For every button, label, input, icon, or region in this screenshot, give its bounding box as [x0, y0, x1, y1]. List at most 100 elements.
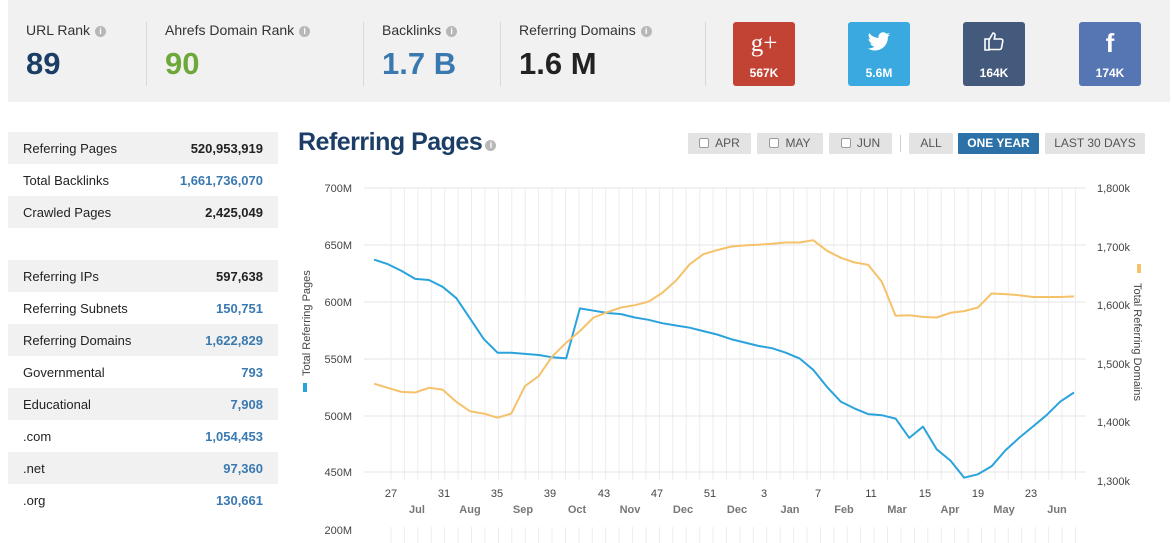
checkbox-icon[interactable]: [769, 138, 780, 148]
stats-row: Referring IPs 597,638: [8, 260, 278, 292]
twitter-button[interactable]: 5.6M: [848, 22, 910, 86]
stats-label: Referring Pages: [23, 141, 117, 156]
stats-row: .com 1,054,453: [8, 420, 278, 452]
series-marker: [1137, 264, 1141, 273]
thumbs-up-icon: [963, 28, 1025, 59]
stats-value[interactable]: 793: [241, 365, 263, 380]
y2-tick-label: 1,400k: [1097, 417, 1131, 429]
stats-value[interactable]: 150,751: [216, 301, 263, 316]
share-count: 174K: [1095, 66, 1125, 80]
divider: [363, 22, 364, 86]
y-tick-label: 600M: [324, 297, 352, 309]
stats-row: Educational 7,908: [8, 388, 278, 420]
x-month-label: Apr: [941, 504, 961, 516]
x-month-label: Mar: [887, 504, 907, 516]
x-tick-label: 27: [385, 488, 397, 500]
y-tick-label: 650M: [324, 240, 352, 252]
y-axis-title: Total Referring Pages: [301, 270, 313, 376]
stats-value[interactable]: 97,360: [223, 461, 263, 476]
checkbox-icon[interactable]: [840, 138, 851, 148]
x-month-label: Feb: [834, 504, 854, 516]
metric-label: Referring Domains i: [519, 22, 652, 38]
info-icon[interactable]: i: [446, 26, 458, 37]
stats-label: Governmental: [23, 365, 105, 380]
y-tick-label: 450M: [324, 467, 352, 479]
x-tick-label: 3: [761, 488, 767, 500]
metric-value: 89: [26, 46, 61, 81]
info-icon[interactable]: i: [299, 26, 311, 37]
x-month-label: Jun: [1047, 504, 1067, 516]
stats-label: Referring Domains: [23, 333, 132, 348]
stats-label: Total Backlinks: [23, 173, 109, 188]
stats-label: .net: [23, 461, 45, 476]
checkbox-apr[interactable]: APR: [688, 133, 751, 154]
x-month-label: Oct: [568, 504, 587, 516]
share-count: 5.6M: [865, 66, 893, 80]
x-month-label: Dec: [673, 504, 693, 516]
stats-row-spacer: [8, 228, 278, 260]
range-all-button[interactable]: ALL: [909, 133, 953, 154]
divider: [705, 22, 706, 86]
like-button[interactable]: 164K: [963, 22, 1025, 86]
stats-label: .org: [23, 493, 46, 508]
y-tick-label: 200M: [324, 525, 352, 537]
stats-value[interactable]: 1,661,736,070: [179, 173, 263, 188]
x-month-label: Sep: [513, 504, 533, 516]
y2-axis-title: Total Referring Domains: [1131, 283, 1143, 401]
stats-row: Referring Domains 1,622,829: [8, 324, 278, 356]
checkbox-may[interactable]: MAY: [757, 133, 823, 154]
y-tick-label: 500M: [324, 411, 352, 423]
axis-labels: Total Referring Pages Total Referring Dom…: [301, 264, 1143, 401]
google-plus-button[interactable]: g+ 567K: [733, 22, 795, 86]
x-month-label: Nov: [620, 504, 642, 516]
y-axis-ticks: 700M 650M 600M 550M 500M 450M 200M: [324, 183, 352, 537]
metric-value: 1.7 B: [382, 46, 457, 81]
info-icon[interactable]: i: [95, 26, 107, 37]
info-icon[interactable]: i: [640, 26, 652, 37]
stats-value[interactable]: 1,054,453: [205, 429, 263, 444]
y-tick-label: 550M: [324, 354, 352, 366]
x-tick-label: 39: [544, 488, 556, 500]
metric-label: Ahrefs Domain Rank i: [165, 22, 311, 38]
x-tick-label: 43: [598, 488, 610, 500]
range-last-30-days-button[interactable]: LAST 30 DAYS: [1045, 133, 1145, 154]
stats-table: Referring Pages 520,953,919 Total Backlin…: [8, 132, 278, 516]
stats-value[interactable]: 130,661: [216, 493, 263, 508]
stats-label: Referring IPs: [23, 269, 99, 284]
stats-value[interactable]: 1,622,829: [205, 333, 263, 348]
facebook-icon: f: [1105, 28, 1115, 58]
y2-tick-label: 1,600k: [1097, 300, 1131, 312]
chart-lines: [373, 239, 1075, 479]
share-count: 164K: [979, 66, 1009, 80]
stats-value: 520,953,919: [190, 141, 263, 156]
x-tick-label: 35: [491, 488, 503, 500]
referring-pages-line: [373, 258, 1075, 479]
stats-label: Crawled Pages: [23, 205, 112, 220]
x-month-label: Aug: [459, 504, 480, 516]
stats-row: .net 97,360: [8, 452, 278, 484]
stats-row: .org 130,661: [8, 484, 278, 516]
divider: [900, 135, 901, 152]
x-tick-label: 51: [704, 488, 716, 500]
referring-domains-line: [373, 239, 1075, 419]
x-tick-label: 31: [438, 488, 450, 500]
metric-value: 90: [165, 46, 200, 81]
chart-title: Referring Pages i: [298, 128, 497, 157]
stats-value: 2,425,049: [205, 205, 263, 220]
stats-row: Referring Pages 520,953,919: [8, 132, 278, 164]
stats-label: Referring Subnets: [23, 301, 128, 316]
y2-tick-label: 1,300k: [1097, 476, 1131, 488]
range-one-year-button[interactable]: ONE YEAR: [958, 133, 1039, 154]
metric-label: Backlinks i: [382, 22, 458, 38]
stats-label: Educational: [23, 397, 91, 412]
checkbox-icon[interactable]: [699, 138, 710, 148]
facebook-button[interactable]: f 174K: [1079, 22, 1141, 86]
x-axis-ticks: 27 31 35 39 43 47 51 3 7 11 15 19 23 Jul Aug Sep Oct Nov D…: [385, 488, 1067, 516]
stats-row: Referring Subnets 150,751: [8, 292, 278, 324]
checkbox-jun[interactable]: JUN: [829, 133, 892, 154]
divider: [146, 22, 147, 86]
info-icon[interactable]: i: [485, 140, 497, 151]
chart-grid: [364, 187, 1086, 543]
y-tick-label: 700M: [324, 183, 352, 195]
stats-value[interactable]: 7,908: [230, 397, 263, 412]
